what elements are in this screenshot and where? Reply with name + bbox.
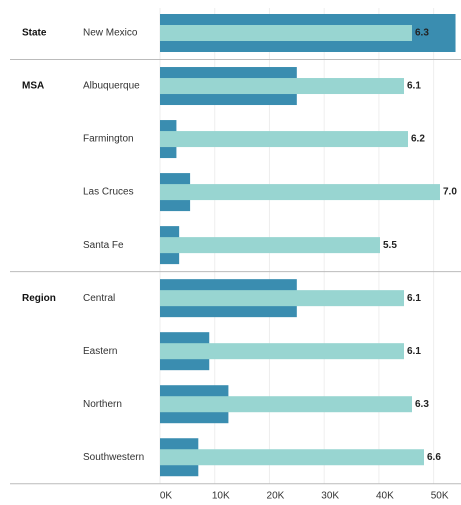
bar <box>160 290 404 307</box>
value-label: 7.0 <box>443 187 457 198</box>
value-label: 6.1 <box>407 293 421 304</box>
bar <box>160 237 380 254</box>
value-label: 6.1 <box>407 81 421 92</box>
bar <box>160 396 412 413</box>
bar <box>160 25 412 41</box>
category-label: Northern <box>83 399 122 410</box>
bar <box>160 184 440 201</box>
category-label: Southwestern <box>83 452 144 463</box>
value-label: 6.3 <box>415 28 429 39</box>
x-tick-label: 20K <box>267 491 285 502</box>
bar <box>160 343 404 360</box>
category-label: Las Cruces <box>83 187 134 198</box>
bar <box>160 131 408 148</box>
bar <box>160 449 424 466</box>
value-label: 6.2 <box>411 134 425 145</box>
category-label: Albuquerque <box>83 81 140 92</box>
value-label: 5.5 <box>383 240 397 251</box>
x-tick-label: 10K <box>212 491 230 502</box>
category-label: New Mexico <box>83 28 138 39</box>
group-label: State <box>22 28 47 39</box>
category-label: Santa Fe <box>83 240 124 251</box>
x-tick-label: 50K <box>431 491 449 502</box>
category-label: Farmington <box>83 134 134 145</box>
bar <box>160 78 404 95</box>
group-label: MSA <box>22 81 44 92</box>
category-label: Central <box>83 293 115 304</box>
x-tick-label: 30K <box>321 491 339 502</box>
value-label: 6.6 <box>427 452 441 463</box>
category-label: Eastern <box>83 346 117 357</box>
group-label: Region <box>22 293 56 304</box>
x-tick-label: 40K <box>376 491 394 502</box>
value-label: 6.3 <box>415 399 429 410</box>
value-label: 6.1 <box>407 346 421 357</box>
x-tick-label: 0K <box>160 491 173 502</box>
